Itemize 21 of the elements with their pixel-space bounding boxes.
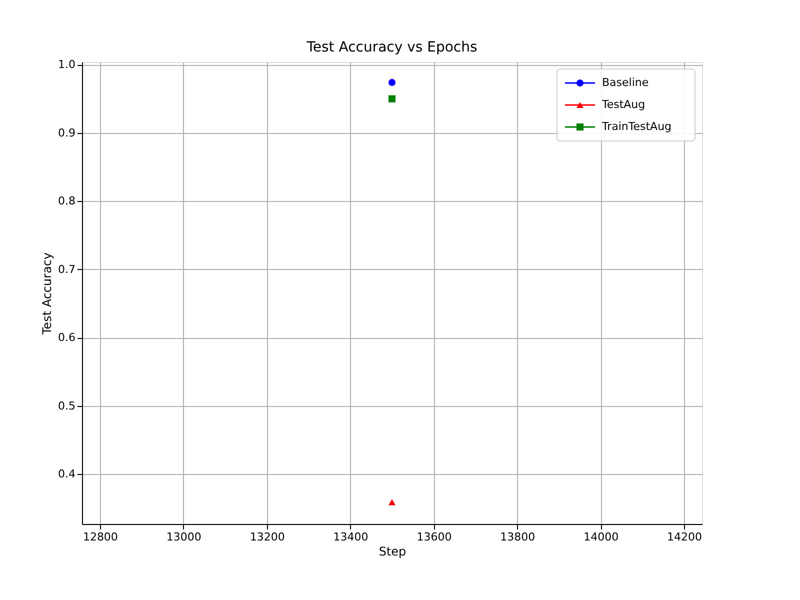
y-tick-label: 0.8 (58, 194, 76, 208)
x-tick-label: 12800 (82, 530, 118, 544)
x-tick-label: 13800 (500, 530, 536, 544)
x-axis-title: Step (378, 544, 406, 558)
legend-label: TestAug (601, 98, 646, 111)
y-tick-label: 0.4 (58, 468, 76, 481)
chart-title: Test Accuracy vs Epochs (306, 40, 478, 56)
y-tick-label: 0.6 (58, 331, 76, 344)
y-tick-label: 0.9 (58, 126, 76, 140)
y-tick-label: 0.7 (58, 262, 76, 276)
x-tick-label: 13400 (333, 530, 368, 544)
x-tick-label: 14200 (667, 530, 702, 544)
y-axis-title: Test Accuracy (40, 252, 54, 336)
x-tick-label: 13200 (250, 530, 285, 544)
x-tick-label: 13600 (416, 530, 452, 544)
x-tick-label: 14000 (584, 530, 619, 544)
legend-label: TrainTestAug (601, 120, 672, 133)
x-tick-label: 13000 (166, 530, 202, 544)
y-tick-label: 0.5 (58, 399, 76, 412)
y-tick-label: 1.0 (58, 58, 76, 72)
legend-label: Baseline (602, 76, 649, 89)
